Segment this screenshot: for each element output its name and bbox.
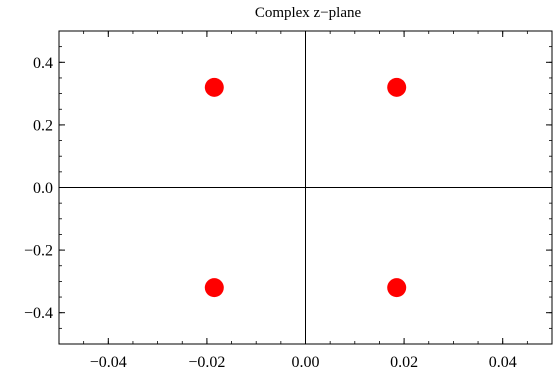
x-tick-label: 0.02 — [390, 354, 418, 371]
data-points — [204, 77, 407, 298]
x-tick-label: −0.02 — [188, 354, 225, 371]
y-tick-label: 0.0 — [33, 180, 53, 197]
zero-axes — [59, 31, 552, 344]
y-tick-label: −0.2 — [24, 243, 53, 260]
data-point — [204, 77, 224, 97]
data-point — [204, 278, 224, 298]
y-tick-label: −0.4 — [24, 305, 53, 322]
chart-title: Complex z−plane — [255, 5, 362, 21]
x-tick-label: 0.00 — [292, 354, 320, 371]
x-tick-label: −0.04 — [90, 354, 127, 371]
data-point — [387, 278, 407, 298]
y-tick-label: 0.2 — [33, 117, 53, 134]
y-tick-label: 0.4 — [33, 55, 53, 72]
x-tick-label: 0.04 — [489, 354, 517, 371]
data-point — [387, 77, 407, 97]
tick-labels: −0.04 −0.02 0.00 0.02 0.04 0.4 0.2 0.0 −0.2 −0.4 — [24, 55, 517, 371]
